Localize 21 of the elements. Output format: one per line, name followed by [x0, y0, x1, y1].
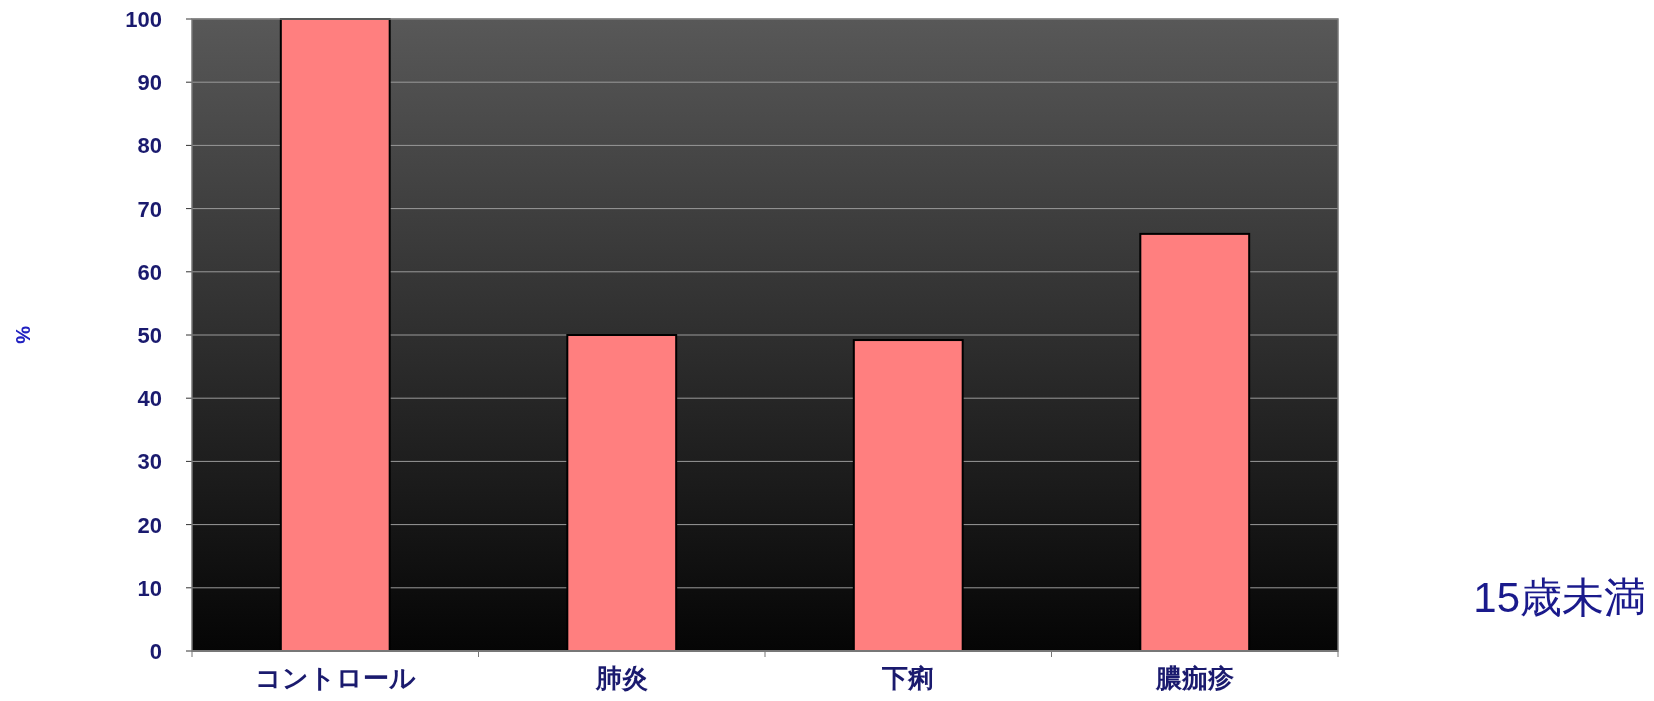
y-tick-label: 100 — [125, 7, 162, 32]
y-tick-label: 10 — [137, 575, 162, 601]
x-tick-label: コントロール — [254, 663, 416, 693]
bar — [566, 334, 678, 652]
x-tick-label: 肺炎 — [594, 663, 648, 693]
y-tick-label: 90 — [137, 70, 162, 96]
text: 15歳未満 — [1473, 574, 1646, 621]
y-tick-label: 20 — [137, 512, 162, 538]
y-tick-label: 60 — [137, 259, 162, 285]
y-axis-title: % — [12, 326, 34, 345]
y-tick-label: 30 — [137, 449, 162, 475]
y-tick-label: 0 — [149, 639, 162, 664]
y-tick-label: 70 — [137, 196, 162, 222]
y-tick-label: 50 — [137, 323, 162, 348]
bar — [1139, 232, 1251, 652]
bar — [279, 18, 391, 652]
x-tick-label: 膿痂疹 — [1154, 663, 1234, 693]
bar — [852, 339, 964, 652]
y-tick-label: 80 — [137, 133, 162, 159]
y-tick-label: 40 — [137, 386, 162, 412]
x-tick-label: 下痢 — [881, 663, 935, 693]
